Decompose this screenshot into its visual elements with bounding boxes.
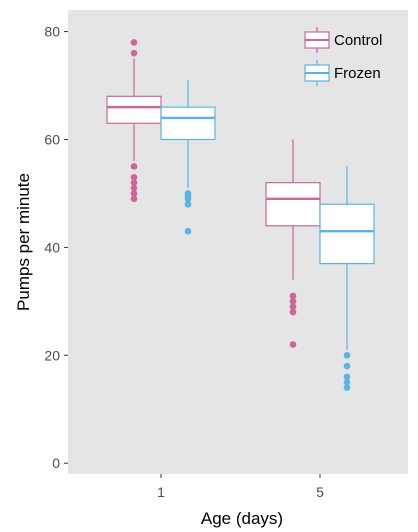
box-control-day-1: [106, 39, 162, 203]
outlier-point: [343, 352, 351, 359]
boxes: [106, 39, 375, 391]
box-frozen-day-1: [160, 80, 216, 235]
y-tick-label: 80: [44, 24, 60, 40]
outlier-point: [289, 298, 297, 305]
box-frozen-day-5: [319, 166, 375, 391]
legend-item-control: Control: [304, 27, 382, 53]
y-tick-label: 60: [44, 131, 60, 147]
outlier-point: [130, 49, 138, 57]
outlier-point: [289, 292, 297, 300]
outlier-point: [130, 179, 138, 186]
outlier-point: [343, 384, 351, 391]
y-tick-label: 0: [52, 455, 60, 471]
legend: Control Frozen: [304, 27, 382, 86]
box-control-day-5: [265, 139, 321, 348]
legend-label: Frozen: [334, 65, 381, 82]
iqr-box: [160, 106, 216, 141]
outlier-point: [289, 303, 297, 311]
y-axis-title: Pumps per minute: [14, 173, 33, 311]
outlier-point: [130, 173, 138, 181]
outlier-point: [130, 39, 138, 46]
outlier-point: [343, 373, 351, 381]
outlier-point: [184, 195, 192, 203]
iqr-box: [106, 95, 162, 124]
outlier-point: [130, 195, 138, 203]
axes: 0 20 40 60 80 1 5: [44, 24, 324, 500]
outlier-point: [289, 341, 297, 348]
legend-item-frozen: Frozen: [304, 60, 381, 86]
x-tick-label: 1: [157, 484, 165, 500]
outlier-point: [130, 163, 138, 170]
outlier-point: [130, 184, 138, 192]
outlier-point: [130, 190, 138, 197]
outlier-point: [184, 200, 192, 208]
outlier-point: [343, 362, 351, 370]
outlier-point: [184, 227, 192, 235]
y-tick-label: 20: [44, 347, 60, 363]
x-axis-title: Age (days): [201, 509, 283, 528]
x-tick-label: 5: [316, 484, 324, 500]
outlier-point: [343, 378, 351, 386]
y-tick-label: 40: [44, 239, 60, 255]
iqr-box: [319, 203, 375, 265]
outlier-point: [289, 308, 297, 316]
legend-label: Control: [334, 32, 382, 49]
iqr-box: [265, 182, 321, 227]
